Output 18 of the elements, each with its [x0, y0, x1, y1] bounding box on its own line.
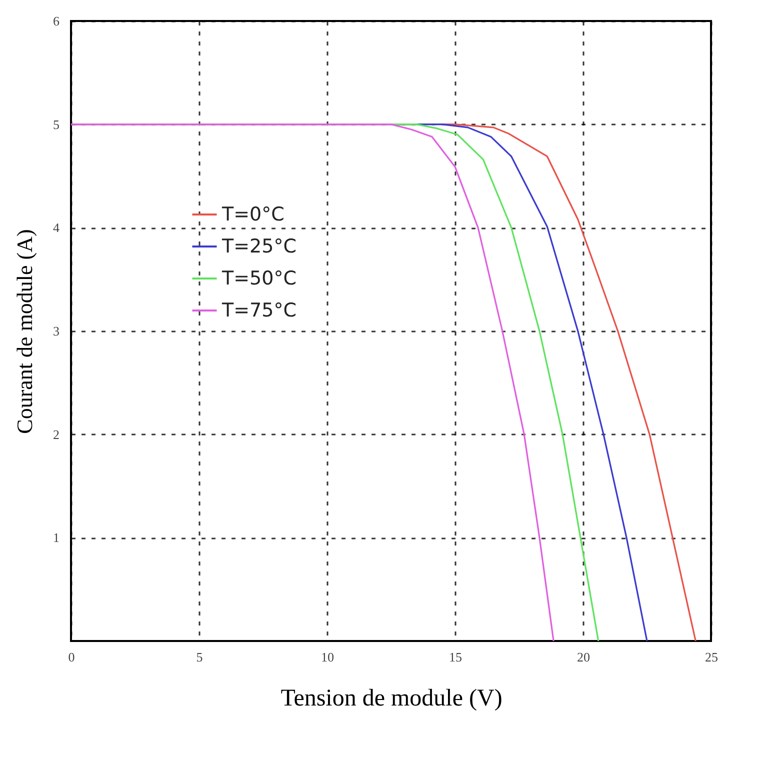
x-tick-label: 0 [68, 650, 75, 664]
y-tick-label: 1 [53, 530, 60, 546]
y-tick-label: 6 [53, 14, 60, 28]
legend-label: T=75°C [221, 300, 296, 322]
x-tick-label: 15 [449, 650, 462, 664]
legend-label: T=0°C [221, 204, 284, 226]
y-tick-label: 3 [53, 324, 60, 338]
legend-label: T=50°C [221, 268, 296, 290]
x-axis-title: Tension de module (V) [280, 686, 502, 712]
y-tick-label: 2 [53, 426, 60, 442]
y-axis-title: Courant de module (A) [12, 229, 37, 434]
legend-label: T=25°C [221, 236, 296, 258]
y-tick-label: 4 [53, 220, 60, 236]
x-tick-label: 5 [196, 650, 203, 664]
x-tick-label: 10 [321, 650, 334, 664]
x-tick-label: 20 [577, 650, 590, 664]
x-tick-label: 25 [705, 650, 718, 664]
y-tick-label: 5 [53, 116, 60, 132]
